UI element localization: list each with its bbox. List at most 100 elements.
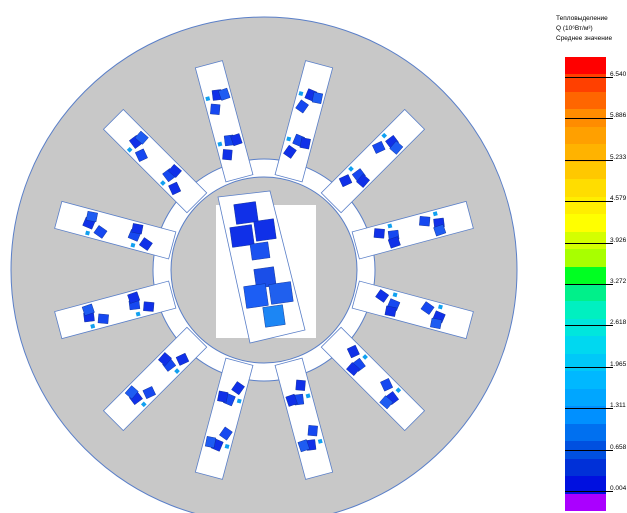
winding-coil [124, 385, 139, 400]
slot-cutout [102, 108, 208, 214]
scale-tick [565, 159, 613, 161]
scale-tick [565, 408, 613, 410]
scale-band [565, 371, 606, 390]
scale-band [565, 214, 606, 233]
winding-hotspot [305, 393, 311, 399]
winding-hotspot [217, 141, 223, 147]
scale-tick [565, 491, 613, 492]
scale-tick-label: 1.311 [610, 402, 626, 410]
winding-coil [219, 426, 233, 441]
slot-cutout [194, 60, 254, 183]
scale-tick-label: 0.658 [610, 443, 627, 451]
scale-band [565, 109, 606, 128]
winding-coil [142, 386, 156, 400]
winding-coil [285, 393, 298, 407]
scale-band [565, 423, 606, 442]
rotor-coil [262, 304, 286, 328]
winding-hotspot [286, 136, 292, 142]
scale-band [565, 336, 606, 355]
scale-band [565, 91, 606, 110]
scale-band [565, 406, 606, 425]
winding-coil [430, 317, 443, 330]
winding-coil [157, 352, 172, 367]
winding-coil [231, 381, 245, 396]
winding-hotspot [205, 96, 211, 102]
slot-cutout [320, 326, 426, 432]
stator-slots [54, 60, 474, 480]
winding-coil [93, 225, 108, 239]
winding-coil [131, 223, 144, 235]
winding-coil [127, 291, 141, 304]
scale-band [565, 493, 606, 512]
winding-hotspot [438, 304, 443, 310]
winding-coil [372, 140, 386, 154]
winding-coil [433, 224, 447, 237]
stator-slot [54, 280, 177, 340]
scale-tick-label: 3.272 [610, 278, 627, 285]
stator-slot [102, 326, 208, 432]
scale-band [565, 318, 606, 337]
winding-hotspot [85, 230, 90, 236]
winding-coil [134, 148, 148, 162]
scale-tick [565, 284, 613, 285]
winding-coil [81, 303, 95, 316]
winding-coil [379, 395, 394, 410]
scale-tick-label: 2.618 [610, 319, 627, 327]
legend-title: Тепловыделение [556, 15, 608, 22]
winding-coil [346, 362, 361, 377]
stator-slot [351, 200, 474, 260]
winding-coil [346, 344, 360, 359]
scale-band [565, 179, 606, 198]
scale-band [565, 231, 606, 250]
stator-slot [194, 60, 254, 183]
winding-coil [230, 133, 243, 147]
winding-coil [375, 289, 390, 303]
scale-band [565, 476, 606, 495]
scale-tick [565, 201, 613, 203]
scale-band [565, 301, 606, 320]
winding-coil [204, 436, 217, 449]
scale-band [565, 353, 606, 372]
stator-slot [274, 357, 334, 480]
scale-band [565, 57, 606, 75]
winding-coil [380, 378, 394, 392]
winding-coil [356, 173, 371, 188]
stator-slot [274, 60, 334, 183]
winding-hotspot [392, 292, 398, 298]
rotor-coil [249, 241, 271, 261]
scale-band [565, 144, 606, 163]
scale-band [565, 266, 606, 285]
winding-coil [420, 301, 435, 315]
rotor-coil [243, 283, 269, 309]
winding-coil [138, 237, 153, 251]
winding-hotspot [126, 146, 133, 153]
rotor-coil [253, 266, 277, 289]
winding-coil [384, 305, 397, 317]
rotor-coil [268, 281, 294, 305]
winding-coil [218, 87, 231, 101]
winding-coil [217, 390, 229, 403]
scale-tick [565, 449, 613, 451]
scale-tick-label: 4.579 [610, 195, 627, 203]
scale-tick [565, 118, 613, 120]
winding-coil [387, 236, 401, 249]
slot-cutout [320, 108, 426, 214]
slot-cutout [54, 280, 177, 340]
scale-band [565, 284, 606, 302]
scale-band [565, 161, 606, 180]
scale-tick [565, 77, 613, 78]
scale-band [565, 74, 606, 93]
winding-coil [299, 137, 311, 150]
scale-tick [565, 366, 613, 368]
winding-coil [168, 181, 182, 196]
scale-tick-label: 6.540 [610, 71, 627, 78]
winding-coil [222, 149, 233, 161]
slot-cutout [102, 326, 208, 432]
scale-tick-label: 1.965 [610, 360, 627, 368]
scale-band [565, 249, 606, 268]
winding-hotspot [224, 444, 230, 449]
stator-slot [194, 357, 254, 480]
winding-coil [175, 352, 190, 366]
winding-coil [389, 140, 404, 155]
